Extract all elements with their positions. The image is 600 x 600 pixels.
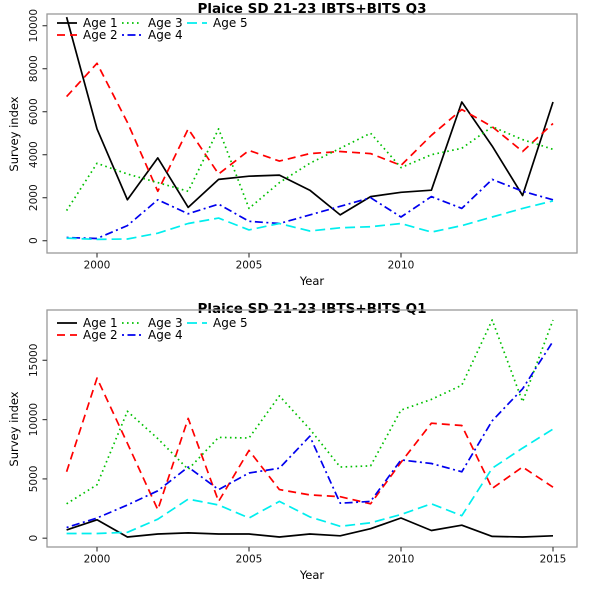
- series-line-age-2: [65, 62, 554, 193]
- series-line-age-5: [66, 428, 554, 535]
- series-line-age-1: [65, 16, 554, 216]
- series-line-age-3: [66, 319, 554, 505]
- chart-q1-title: Plaice SD 21-23 IBTS+BITS Q1: [197, 301, 427, 317]
- series-line-age-1: [66, 517, 554, 538]
- y-tick-label: 10000: [28, 403, 40, 436]
- legend-label: Age 5: [213, 16, 248, 30]
- chart-q3: Plaice SD 21-23 IBTS+BITS Q3 Survey inde…: [7, 1, 578, 288]
- legend-label: Age 1: [83, 316, 118, 330]
- legend-label: Age 2: [83, 28, 118, 42]
- plot-box: [46, 13, 578, 254]
- series-line-age-4: [66, 340, 554, 529]
- x-axis-label: Year: [299, 568, 325, 582]
- x-tick-label: 2000: [84, 260, 111, 272]
- legend-label: Age 2: [83, 328, 118, 342]
- legend-label: Age 3: [148, 16, 183, 30]
- y-tick-label: 8000: [28, 55, 40, 82]
- y-tick-label: 15000: [28, 344, 40, 377]
- y-tick-label: 10000: [28, 9, 40, 42]
- series-line-age-3: [65, 125, 554, 212]
- plot-box: [46, 309, 578, 548]
- legend-label: Age 4: [148, 328, 183, 342]
- chart-q1: Plaice SD 21-23 IBTS+BITS Q1 Survey inde…: [0, 300, 600, 600]
- x-tick-label: 2000: [84, 554, 111, 566]
- legend-label: Age 4: [148, 28, 183, 42]
- chart-q3-title: Plaice SD 21-23 IBTS+BITS Q3: [197, 1, 427, 17]
- x-tick-label: 2005: [236, 554, 263, 566]
- y-tick-label: 0: [28, 237, 40, 244]
- legend-label: Age 5: [213, 316, 248, 330]
- legend-label: Age 3: [148, 316, 183, 330]
- y-tick-label: 0: [28, 535, 40, 542]
- series-line-age-2: [65, 377, 554, 511]
- x-tick-label: 2010: [388, 554, 415, 566]
- series-line-age-4: [66, 178, 554, 240]
- y-tick-label: 6000: [28, 98, 40, 125]
- x-axis-label: Year: [299, 274, 325, 288]
- y-tick-label: 5000: [28, 466, 40, 493]
- y-tick-label: 4000: [28, 141, 40, 168]
- x-tick-label: 2015: [540, 554, 567, 566]
- legend-label: Age 1: [83, 16, 118, 30]
- y-tick-label: 2000: [28, 184, 40, 211]
- series-line-age-5: [66, 200, 554, 241]
- x-tick-label: 2010: [388, 260, 415, 272]
- x-tick-label: 2005: [236, 260, 263, 272]
